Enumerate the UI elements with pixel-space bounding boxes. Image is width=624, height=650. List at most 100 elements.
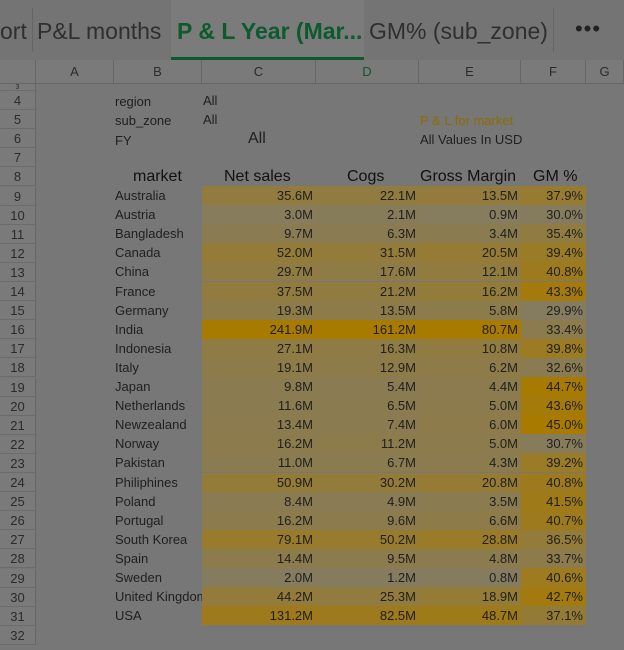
gm-pct-cell[interactable]: 37.9% [521, 186, 586, 205]
row-header-6[interactable]: 6 [0, 129, 36, 149]
market-cell[interactable]: Spain [115, 550, 149, 566]
row-header-23[interactable]: 23 [0, 453, 36, 473]
gm-pct-cell[interactable]: 43.6% [521, 396, 586, 416]
row-header-31[interactable]: 31 [0, 606, 36, 626]
net-sales-cell[interactable]: 37.5M [202, 281, 316, 301]
gm-pct-cell[interactable]: 33.4% [521, 319, 586, 339]
gross-margin-cell[interactable]: 5.0M [419, 396, 521, 416]
gross-margin-cell[interactable]: 5.0M [419, 434, 521, 454]
gross-margin-cell[interactable]: 6.2M [419, 357, 521, 377]
cogs-cell[interactable]: 11.2M [316, 434, 419, 454]
market-cell[interactable]: United Kingdom [115, 589, 208, 605]
row-header-27[interactable]: 27 [0, 530, 36, 550]
column-header-c[interactable]: C [202, 60, 316, 84]
cogs-cell[interactable]: 5.4M [316, 377, 419, 396]
row-header-15[interactable]: 15 [0, 301, 36, 321]
net-sales-cell[interactable]: 3.0M [202, 205, 316, 225]
row-header-12[interactable]: 12 [0, 243, 36, 263]
gm-pct-cell[interactable]: 37.1% [521, 606, 586, 626]
row-header-24[interactable]: 24 [0, 473, 36, 493]
market-cell[interactable]: Canada [115, 245, 161, 261]
row-header-19[interactable]: 19 [0, 377, 36, 397]
market-cell[interactable]: Poland [115, 493, 156, 509]
market-cell[interactable]: USA [115, 608, 142, 624]
gross-margin-cell[interactable]: 12.1M [419, 262, 521, 282]
cogs-cell[interactable]: 25.3M [316, 587, 419, 607]
net-sales-cell[interactable]: 35.6M [202, 186, 316, 205]
net-sales-cell[interactable]: 29.7M [202, 262, 316, 282]
market-cell[interactable]: Japan [115, 379, 151, 394]
net-sales-cell[interactable]: 13.4M [202, 415, 316, 435]
net-sales-cell[interactable]: 19.1M [202, 357, 316, 377]
gross-margin-cell[interactable]: 3.4M [419, 224, 521, 244]
net-sales-cell[interactable]: 44.2M [202, 587, 316, 607]
column-header-f[interactable]: F [521, 60, 586, 84]
gross-margin-cell[interactable]: 20.5M [419, 243, 521, 263]
gross-margin-cell[interactable]: 4.4M [419, 377, 521, 396]
net-sales-cell[interactable]: 79.1M [202, 529, 316, 549]
row-header-32[interactable]: 32 [0, 625, 36, 645]
row-header-22[interactable]: 22 [0, 434, 36, 454]
gm-pct-cell[interactable]: 30.7% [521, 434, 586, 454]
column-header-b[interactable]: B [114, 60, 202, 84]
gm-pct-cell[interactable]: 29.9% [521, 300, 586, 320]
cogs-cell[interactable]: 22.1M [316, 186, 419, 205]
gross-margin-cell[interactable]: 6.0M [419, 415, 521, 435]
net-sales-cell[interactable]: 50.9M [202, 472, 316, 492]
market-cell[interactable]: Bangladesh [115, 226, 184, 242]
column-header-e[interactable]: E [419, 60, 521, 84]
net-sales-cell[interactable]: 16.2M [202, 434, 316, 454]
cogs-cell[interactable]: 6.5M [316, 396, 419, 416]
row-header-28[interactable]: 28 [0, 549, 36, 569]
gross-margin-cell[interactable]: 0.9M [419, 205, 521, 225]
row-header-9[interactable]: 9 [0, 186, 36, 206]
market-cell[interactable]: Italy [115, 359, 139, 375]
row-header-20[interactable]: 20 [0, 396, 36, 416]
gross-margin-cell[interactable]: 0.8M [419, 568, 521, 587]
market-cell[interactable]: Pakistan [115, 455, 165, 471]
gross-margin-cell[interactable]: 48.7M [419, 606, 521, 626]
region-value[interactable]: All [203, 93, 218, 108]
gross-margin-cell[interactable]: 20.8M [419, 472, 521, 492]
cogs-cell[interactable]: 2.1M [316, 205, 419, 225]
row-header-5[interactable]: 5 [0, 110, 36, 130]
cogs-cell[interactable]: 4.9M [316, 491, 419, 511]
gm-pct-cell[interactable]: 40.8% [521, 472, 586, 492]
row-header-7[interactable]: 7 [0, 148, 36, 168]
gross-margin-cell[interactable]: 18.9M [419, 587, 521, 607]
cogs-cell[interactable]: 13.5M [316, 300, 419, 320]
gm-pct-cell[interactable]: 33.7% [521, 548, 586, 568]
cogs-cell[interactable]: 6.3M [316, 224, 419, 244]
cogs-cell[interactable]: 50.2M [316, 529, 419, 549]
market-cell[interactable]: Germany [115, 302, 169, 318]
gm-pct-cell[interactable]: 45.0% [521, 415, 586, 435]
row-header-13[interactable]: 13 [0, 262, 36, 282]
fy-value[interactable]: All [248, 130, 266, 147]
row-header-16[interactable]: 16 [0, 320, 36, 340]
row-header-11[interactable]: 11 [0, 224, 36, 244]
more-options-icon[interactable]: ••• [574, 16, 602, 41]
market-cell[interactable]: Portugal [115, 512, 164, 528]
cogs-cell[interactable]: 161.2M [316, 319, 419, 339]
row-header-21[interactable]: 21 [0, 415, 36, 435]
cogs-cell[interactable]: 9.5M [316, 548, 419, 568]
column-header-d[interactable]: D [316, 60, 419, 84]
gm-pct-cell[interactable]: 35.4% [521, 224, 586, 244]
net-sales-cell[interactable]: 16.2M [202, 510, 316, 530]
cogs-cell[interactable]: 21.2M [316, 281, 419, 301]
gross-margin-cell[interactable]: 5.8M [419, 300, 521, 320]
gm-pct-cell[interactable]: 40.8% [521, 262, 586, 282]
gm-pct-cell[interactable]: 39.8% [521, 338, 586, 358]
net-sales-cell[interactable]: 131.2M [202, 606, 316, 626]
gross-margin-cell[interactable]: 4.8M [419, 548, 521, 568]
column-header-g[interactable]: G [586, 60, 624, 84]
net-sales-cell[interactable]: 9.8M [202, 377, 316, 396]
cogs-cell[interactable]: 1.2M [316, 568, 419, 587]
market-cell[interactable]: China [115, 264, 149, 280]
gross-margin-cell[interactable]: 3.5M [419, 491, 521, 511]
market-cell[interactable]: France [115, 283, 156, 299]
net-sales-cell[interactable]: 9.7M [202, 224, 316, 244]
market-cell[interactable]: Norway [115, 436, 160, 452]
sheet-tab-1[interactable]: P&L months [37, 18, 162, 44]
row-header-3[interactable]: 3 [0, 84, 36, 91]
